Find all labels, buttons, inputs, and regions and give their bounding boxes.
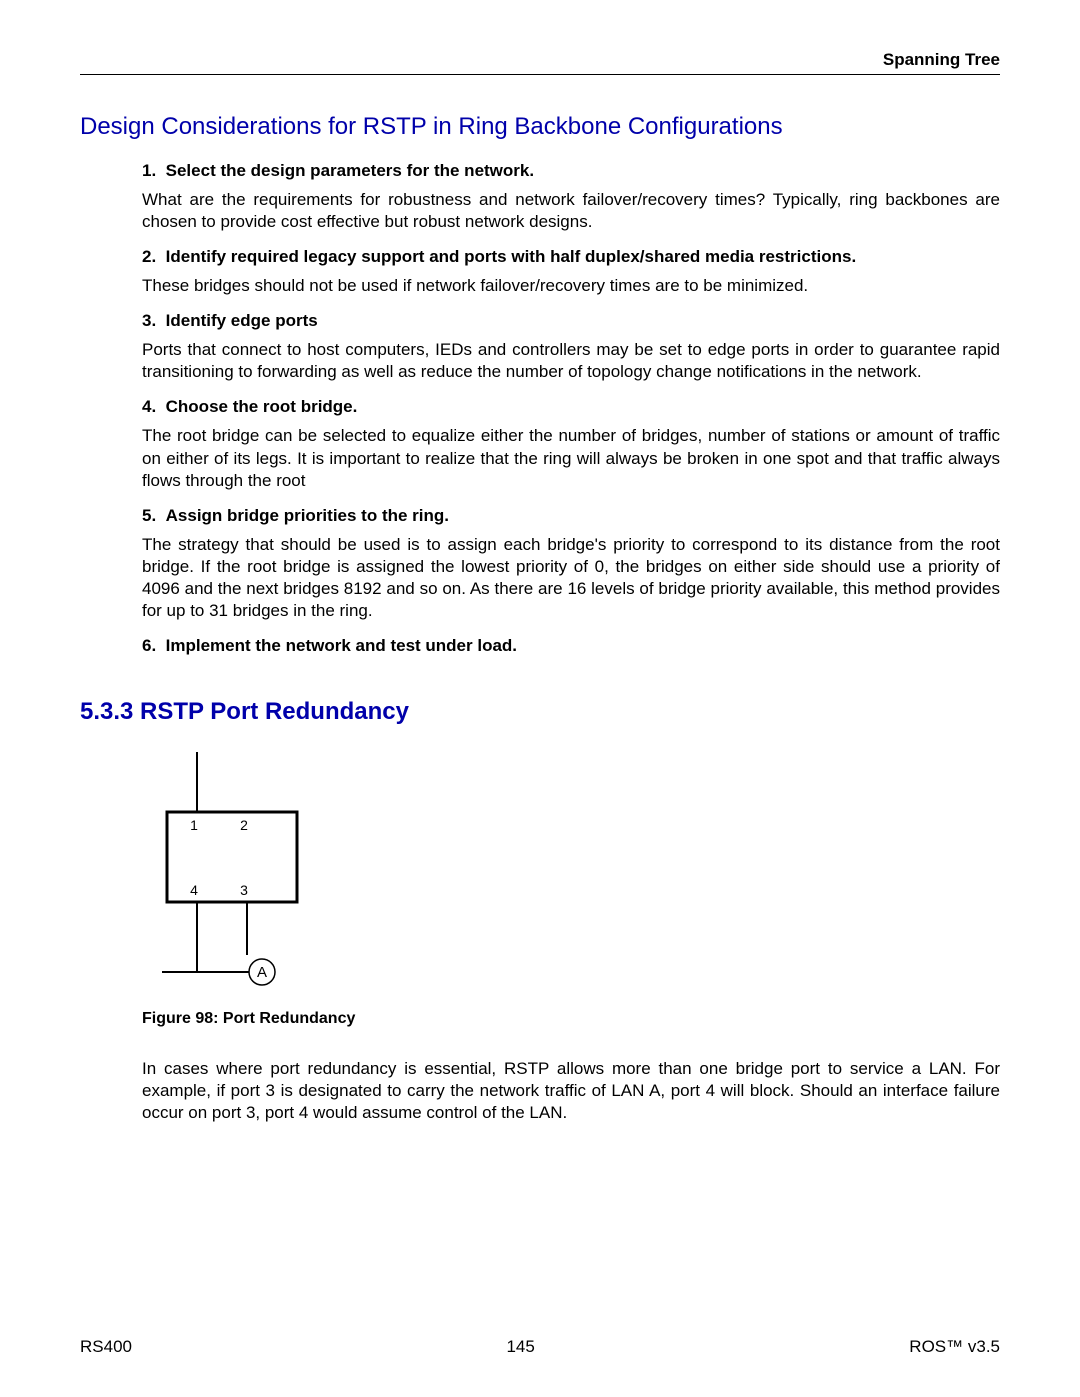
svg-text:2: 2 — [240, 817, 248, 833]
item-5-heading: 5. Assign bridge priorities to the ring. — [142, 506, 1000, 526]
item-3-heading: 3. Identify edge ports — [142, 311, 1000, 331]
item-2-heading: 2. Identify required legacy support and … — [142, 247, 1000, 267]
svg-text:A: A — [257, 964, 267, 981]
item-4-body: The root bridge can be selected to equal… — [142, 425, 1000, 491]
item-1-heading: 1. Select the design parameters for the … — [142, 161, 1000, 181]
design-considerations-list: 1. Select the design parameters for the … — [142, 161, 1000, 656]
item-1-body: What are the requirements for robustness… — [142, 189, 1000, 233]
svg-text:4: 4 — [190, 882, 198, 898]
page-header: Spanning Tree — [80, 50, 1000, 75]
item-5-body: The strategy that should be used is to a… — [142, 534, 1000, 622]
page-footer: RS400 145 ROS™ v3.5 — [80, 1337, 1000, 1357]
section-title-rstp-redundancy: 5.3.3 RSTP Port Redundancy — [80, 698, 1000, 726]
figure-98: 1 2 4 3 A Figure 98: Port Redundancy In case… — [142, 752, 1000, 1124]
figure-caption: Figure 98: Port Redundancy — [142, 1010, 1000, 1028]
item-4-heading: 4. Choose the root bridge. — [142, 397, 1000, 417]
footer-right: ROS™ v3.5 — [909, 1337, 1000, 1357]
header-chapter: Spanning Tree — [80, 50, 1000, 70]
section-title-design: Design Considerations for RSTP in Ring B… — [80, 113, 1000, 141]
footer-left: RS400 — [80, 1337, 132, 1357]
item-3-body: Ports that connect to host computers, IE… — [142, 339, 1000, 383]
svg-text:3: 3 — [240, 882, 248, 898]
port-redundancy-diagram: 1 2 4 3 A — [142, 752, 342, 992]
item-6-heading: 6. Implement the network and test under … — [142, 636, 1000, 656]
footer-center: 145 — [506, 1337, 534, 1357]
item-2-body: These bridges should not be used if netw… — [142, 275, 1000, 297]
svg-text:1: 1 — [190, 817, 198, 833]
figure-body-text: In cases where port redundancy is essent… — [142, 1058, 1000, 1124]
